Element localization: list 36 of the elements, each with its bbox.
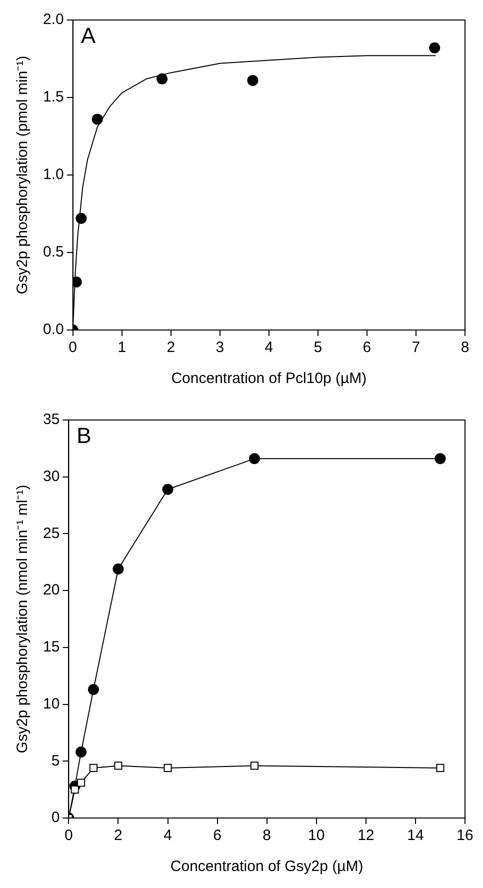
y-tick-label: 20 [42,582,60,599]
x-tick-label: 2 [114,827,122,844]
x-axis-title: Concentration of Pcl10p (µM) [171,370,367,388]
x-tick-label: 10 [308,827,325,844]
x-tick-label: 2 [166,339,176,356]
y-tick-label: 25 [42,524,60,542]
y-tick-label: 0.0 [42,321,64,338]
x-tick-label: 8 [262,827,272,844]
y-axis-title: Gsy2p phosphorylation (pmol min⁻¹) [14,56,32,294]
annotation: B [76,423,92,448]
x-tick-label: 6 [362,339,372,356]
y-tick-label: 10 [42,695,60,712]
x-tick-label: 0 [68,339,78,356]
x-tick-label: 3 [216,339,224,356]
y-tick-label: 0.5 [42,244,64,261]
x-tick-label: 4 [264,339,274,356]
x-tick-label: 5 [314,339,322,356]
x-tick-label: 8 [460,339,470,356]
x-axis-title: Concentration of Gsy2p (µM) [170,858,364,876]
y-tick-label: 15 [42,638,60,656]
x-tick-label: 1 [118,339,126,356]
y-axis-title: Gsy2p phosphorylation (nmol min⁻¹ ml⁻¹) [14,484,32,754]
x-tick-label: 12 [358,827,374,844]
y-tick-label: 5 [51,752,60,770]
y-tick-label: 1.5 [42,88,64,106]
x-tick-label: 16 [456,827,474,844]
x-tick-label: 6 [213,827,222,844]
x-tick-label: 14 [407,827,424,844]
y-tick-label: 30 [42,468,60,485]
y-tick-label: 0 [51,809,60,826]
x-tick-label: 7 [412,339,420,356]
y-tick-label: 2.0 [42,11,64,28]
y-tick-label: 1.0 [42,166,64,184]
y-tick-label: 35 [42,411,60,428]
x-tick-label: 4 [164,827,172,844]
annotation: A [80,23,96,48]
